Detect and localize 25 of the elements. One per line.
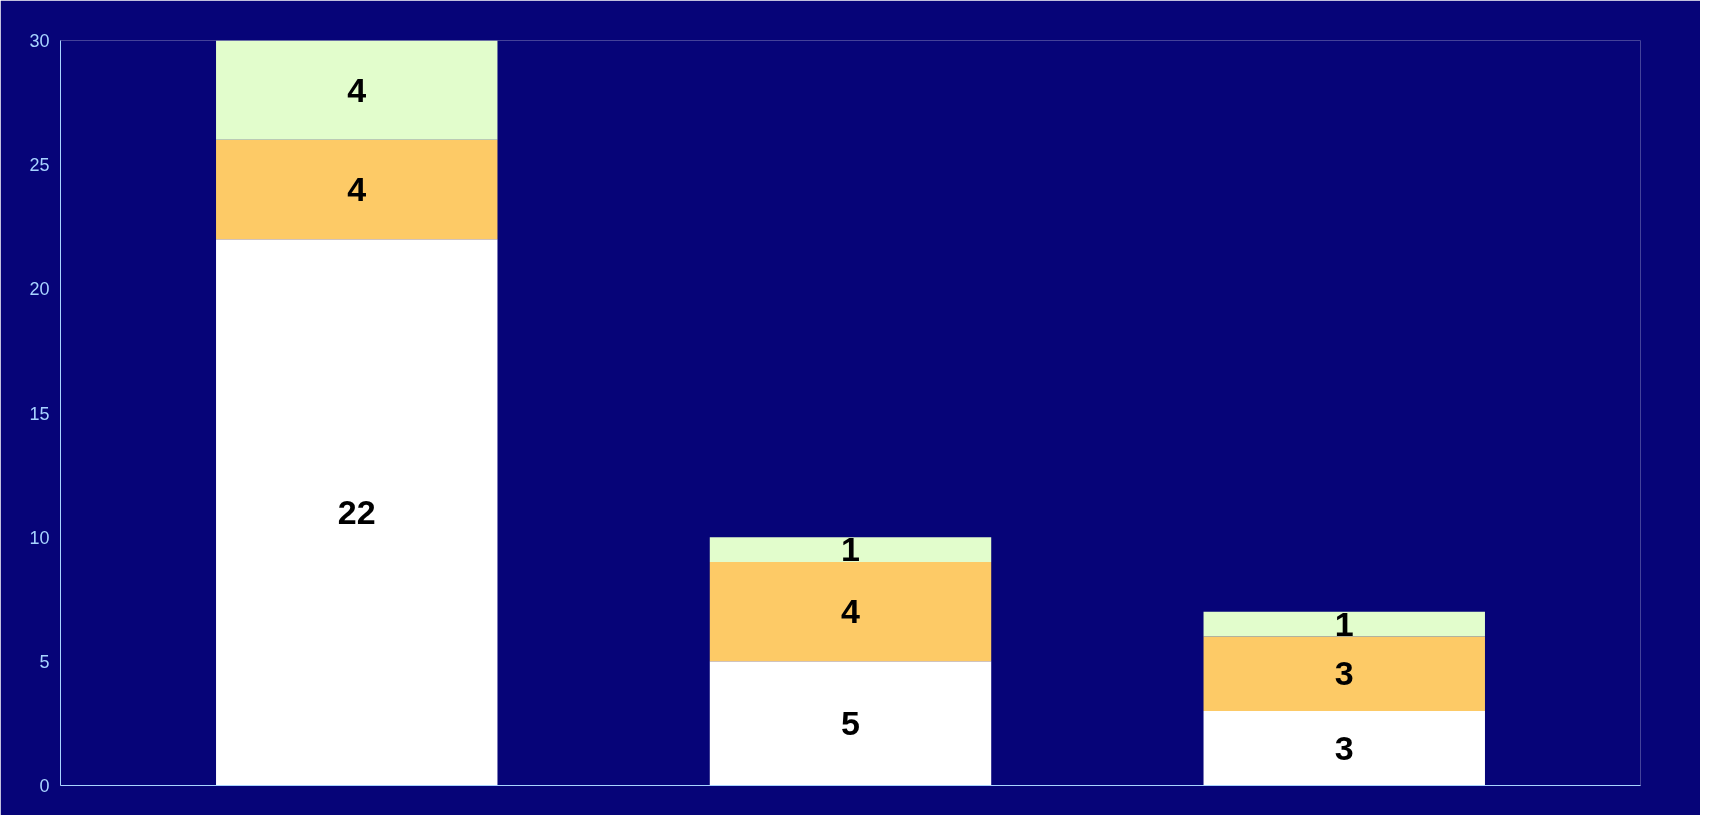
bar xyxy=(1203,711,1485,786)
data-label: 4 xyxy=(347,170,367,208)
y-tick-label: 5 xyxy=(39,651,50,672)
bar xyxy=(709,562,992,662)
y-tick-label: 15 xyxy=(29,403,50,424)
y-tick-label: 20 xyxy=(29,279,50,300)
bar xyxy=(709,537,992,562)
data-label: 5 xyxy=(841,703,860,742)
data-label: 4 xyxy=(347,70,367,109)
bar xyxy=(709,661,992,786)
bar xyxy=(216,40,498,140)
data-label: 3 xyxy=(1334,728,1354,767)
bar xyxy=(1203,611,1485,637)
data-label: 4 xyxy=(841,592,861,631)
bar xyxy=(216,139,498,240)
y-tick-label: 30 xyxy=(29,31,50,51)
data-label: 1 xyxy=(841,530,860,569)
data-label: 3 xyxy=(1334,654,1354,693)
bar xyxy=(1203,636,1485,711)
data-label: 22 xyxy=(337,492,376,531)
y-tick-label: 0 xyxy=(39,776,50,796)
y-tick-label: 25 xyxy=(29,155,50,176)
y-tick-label: 10 xyxy=(29,527,50,548)
data-label: 1 xyxy=(1334,604,1354,643)
bar xyxy=(216,239,498,786)
